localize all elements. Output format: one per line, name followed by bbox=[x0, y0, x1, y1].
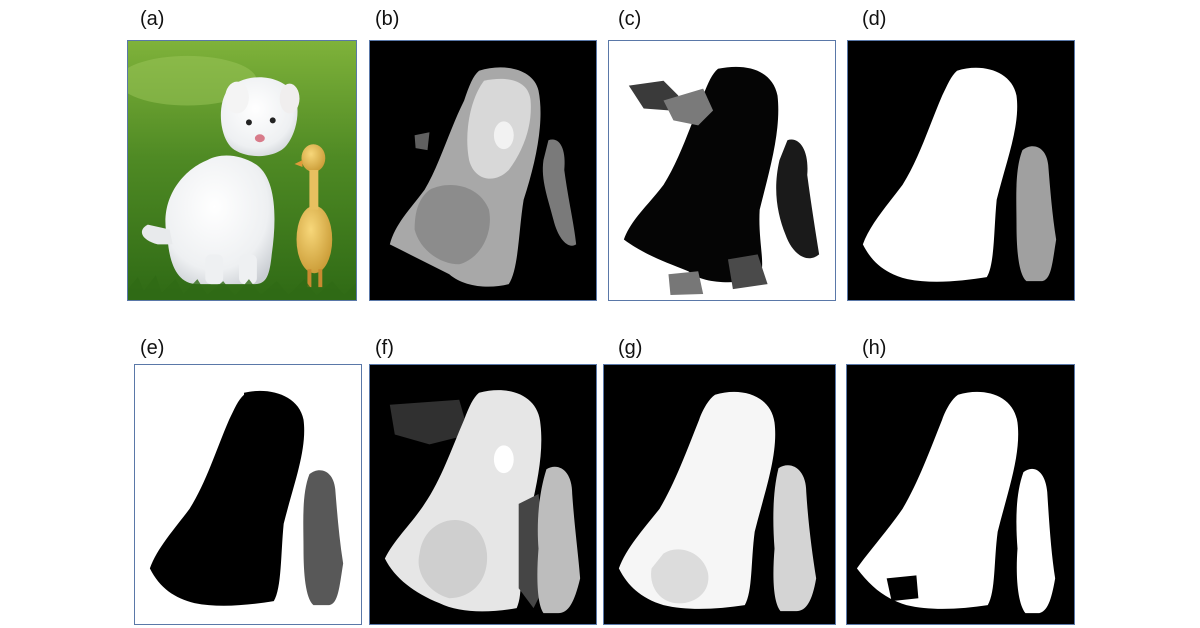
panel-g-saliency bbox=[603, 364, 836, 625]
panel-label-a: (a) bbox=[140, 8, 165, 30]
panel-b-saliency bbox=[369, 40, 597, 301]
panel-label-c: (c) bbox=[618, 8, 642, 30]
inverted-saliency-map-e bbox=[149, 390, 344, 606]
puppy-duckling-photo bbox=[128, 41, 356, 300]
panel-f-saliency bbox=[369, 364, 597, 625]
panel-label-b: (b) bbox=[375, 8, 400, 30]
panel-e-inverted bbox=[134, 364, 362, 625]
panel-label-d: (d) bbox=[862, 8, 887, 30]
saliency-map-d bbox=[862, 67, 1057, 282]
panel-label-g: (g) bbox=[618, 337, 643, 359]
saliency-map-b bbox=[389, 67, 577, 287]
saliency-map-f bbox=[384, 390, 581, 614]
panel-h-saliency bbox=[846, 364, 1075, 625]
inverted-saliency-map-c bbox=[623, 66, 820, 296]
saliency-map-g bbox=[618, 391, 817, 612]
saliency-map-h bbox=[856, 391, 1056, 614]
panel-label-f: (f) bbox=[375, 337, 394, 359]
panel-c-inverted bbox=[608, 40, 836, 301]
panel-a-photo bbox=[127, 40, 357, 301]
panel-d-saliency bbox=[847, 40, 1075, 301]
panel-label-e: (e) bbox=[140, 337, 165, 359]
panel-label-h: (h) bbox=[862, 337, 887, 359]
